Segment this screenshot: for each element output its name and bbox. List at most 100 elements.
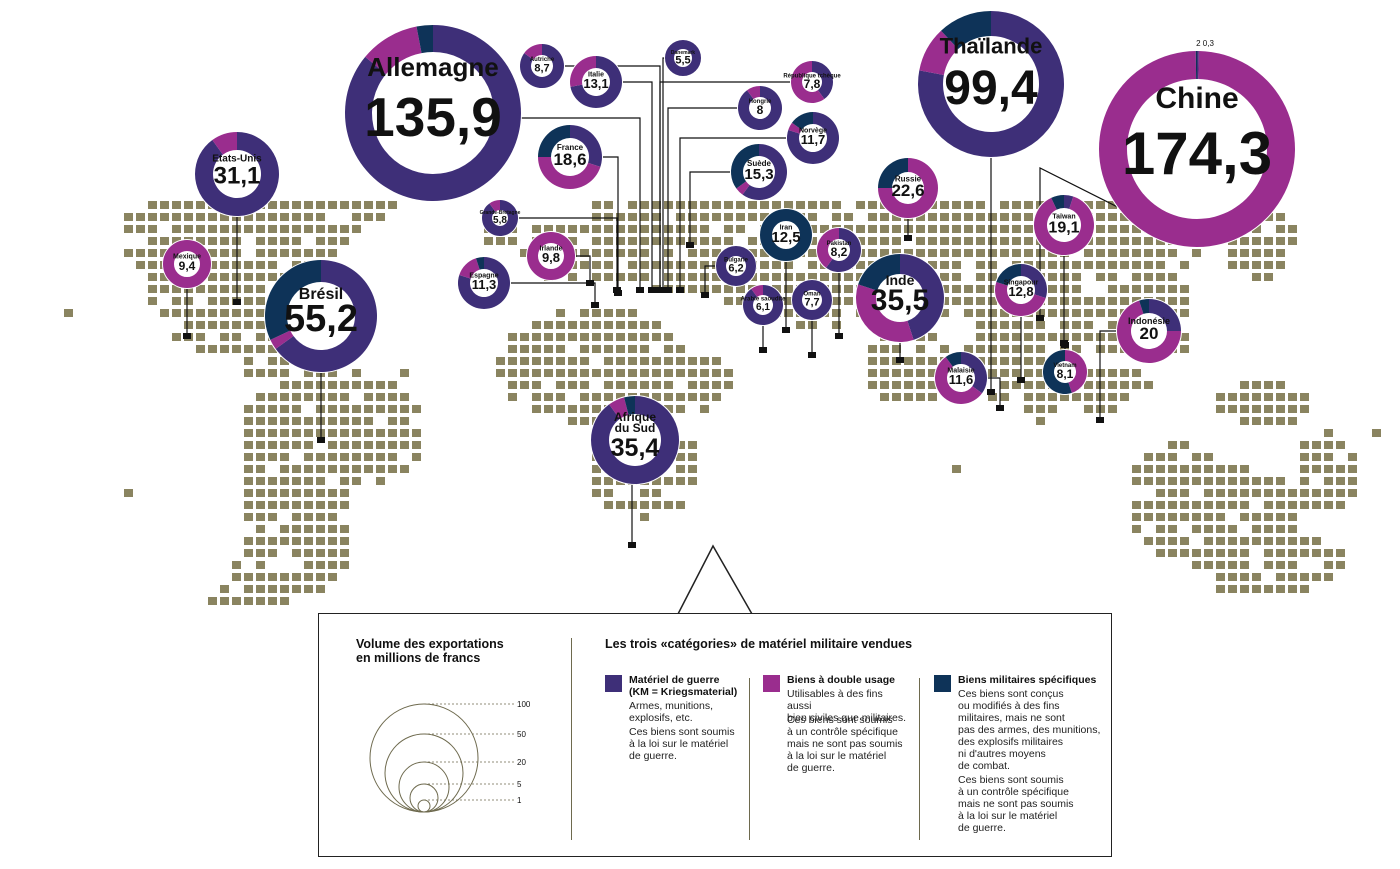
land-tile: [808, 201, 817, 209]
land-tile: [604, 309, 613, 317]
land-tile: [988, 237, 997, 245]
land-tile: [736, 201, 745, 209]
land-tile: [1264, 561, 1273, 569]
land-tile: [604, 381, 613, 389]
land-tile: [1264, 393, 1273, 401]
land-tile: [556, 333, 565, 341]
land-tile: [640, 249, 649, 257]
country-name: Thaïlande: [940, 33, 1043, 58]
land-tile: [268, 201, 277, 209]
land-tile: [784, 297, 793, 305]
land-tile: [1072, 333, 1081, 341]
land-tile: [688, 393, 697, 401]
land-tile: [712, 249, 721, 257]
leader-line: [1099, 330, 1117, 420]
land-tile: [1252, 405, 1261, 413]
land-tile: [1168, 273, 1177, 281]
land-tile: [1156, 549, 1165, 557]
land-tile: [640, 501, 649, 509]
land-tile: [244, 369, 253, 377]
scale-value: 50: [517, 730, 526, 739]
land-tile: [1240, 381, 1249, 389]
land-tile: [868, 213, 877, 221]
land-tile: [244, 309, 253, 317]
land-tile: [256, 237, 265, 245]
land-tile: [268, 345, 277, 353]
land-tile: [280, 417, 289, 425]
scale-value: 1: [517, 796, 522, 805]
land-tile: [196, 201, 205, 209]
export-value: 20: [1140, 324, 1159, 343]
land-tile: [1276, 381, 1285, 389]
land-tile: [304, 537, 313, 545]
land-tile: [916, 393, 925, 401]
land-tile: [856, 225, 865, 233]
land-tile: [640, 333, 649, 341]
land-tile: [1144, 537, 1153, 545]
land-tile: [1228, 561, 1237, 569]
land-tile: [148, 273, 157, 281]
land-tile: [244, 441, 253, 449]
land-tile: [1336, 441, 1345, 449]
land-tile: [1132, 273, 1141, 281]
land-tile: [232, 561, 241, 569]
land-tile: [640, 261, 649, 269]
land-tile: [256, 465, 265, 473]
land-tile: [988, 333, 997, 341]
export-value: 22,6: [891, 181, 924, 200]
country-name: Italie: [588, 71, 604, 78]
land-tile: [1144, 273, 1153, 281]
land-tile: [976, 261, 985, 269]
donut-segment: [716, 246, 756, 286]
legend-separator: [749, 678, 750, 840]
land-tile: [244, 477, 253, 485]
land-tile: [1264, 525, 1273, 533]
land-tile: [712, 213, 721, 221]
land-tile: [328, 369, 337, 377]
land-tile: [1084, 369, 1093, 377]
land-tile: [388, 441, 397, 449]
land-tile: [556, 393, 565, 401]
land-tile: [952, 285, 961, 293]
donut-segment: [878, 158, 938, 218]
leader-endpoint: [659, 287, 667, 293]
land-tile: [376, 477, 385, 485]
land-tile: [1096, 237, 1105, 245]
country-name: Oman: [803, 292, 820, 298]
land-tile: [280, 201, 289, 209]
legend-box: Volume des exportations en millions de f…: [318, 613, 1112, 857]
land-tile: [1300, 489, 1309, 497]
land-tile: [1312, 465, 1321, 473]
country-name: Inde: [886, 272, 915, 288]
land-tile: [1180, 489, 1189, 497]
country-name: Hongrie: [749, 99, 772, 105]
land-tile: [628, 213, 637, 221]
country-name: du Sud: [615, 421, 656, 435]
land-tile: [676, 405, 685, 413]
land-tile: [328, 201, 337, 209]
land-tile: [736, 225, 745, 233]
land-tile: [304, 525, 313, 533]
land-tile: [232, 573, 241, 581]
export-value: 55,2: [284, 298, 358, 340]
land-tile: [604, 333, 613, 341]
land-tile: [1168, 489, 1177, 497]
land-tile: [736, 297, 745, 305]
land-tile: [820, 273, 829, 281]
land-tile: [1240, 393, 1249, 401]
land-tile: [1000, 345, 1009, 353]
category-specific: Biens militaires spécifiques Ces biens s…: [934, 674, 1104, 844]
land-tile: [1024, 225, 1033, 233]
land-tile: [832, 321, 841, 329]
land-tile: [640, 273, 649, 281]
land-tile: [160, 213, 169, 221]
land-tile: [676, 465, 685, 473]
land-tile: [280, 429, 289, 437]
land-tile: [988, 225, 997, 233]
donut-segment: [742, 144, 787, 201]
land-tile: [268, 417, 277, 425]
land-tile: [316, 573, 325, 581]
donut-segment: [751, 285, 763, 297]
land-tile: [268, 453, 277, 461]
